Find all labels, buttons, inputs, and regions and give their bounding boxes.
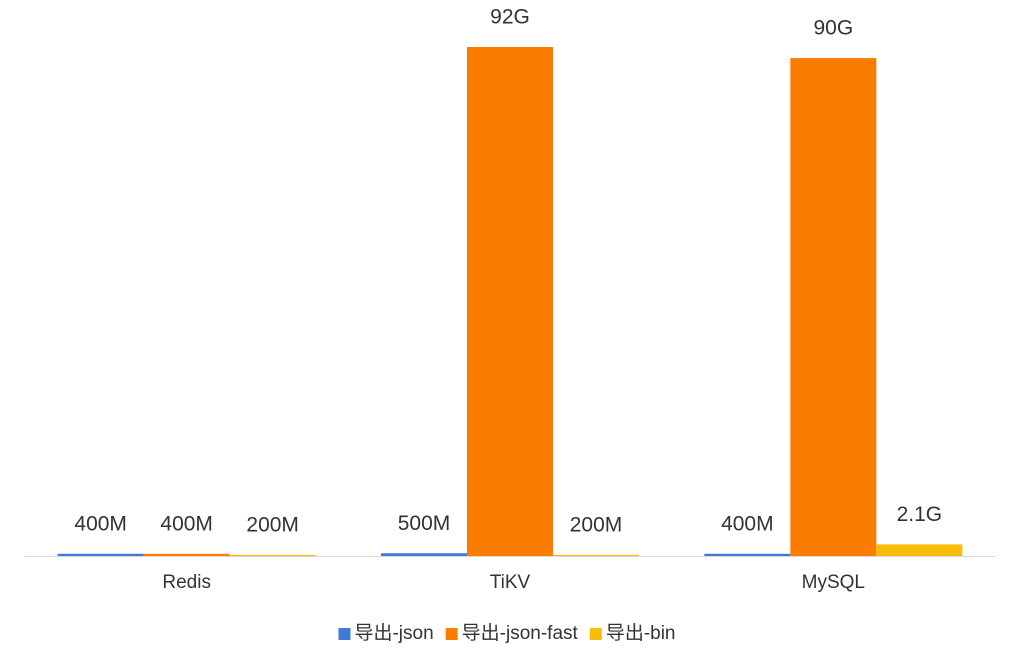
legend-swatch [338,628,351,640]
legend-label: 导出-json-fast [462,622,579,644]
value-label: 400M [160,512,213,535]
value-label: 500M [398,512,451,535]
value-label: 400M [721,512,774,535]
legend-swatch [589,628,602,640]
bar [57,553,144,556]
value-label: 200M [246,513,299,536]
legend-label: 导出-json [354,622,433,644]
bar [704,553,791,556]
value-label: 90G [813,17,853,40]
value-label: 2.1G [897,503,943,526]
x-tick-label: Redis [162,572,211,593]
bar [143,553,230,556]
bar [467,47,553,556]
bar [790,58,877,556]
value-label: 400M [74,512,127,535]
value-label: 200M [570,513,623,536]
x-tick-label: MySQL [802,572,865,593]
bar [381,553,467,556]
value-label: 92G [490,6,530,29]
bar [553,554,639,556]
legend-swatch [445,628,458,640]
bar [229,554,316,556]
legend-label: 导出-bin [606,622,676,644]
x-tick-label: TiKV [490,572,531,593]
bar [876,544,963,556]
